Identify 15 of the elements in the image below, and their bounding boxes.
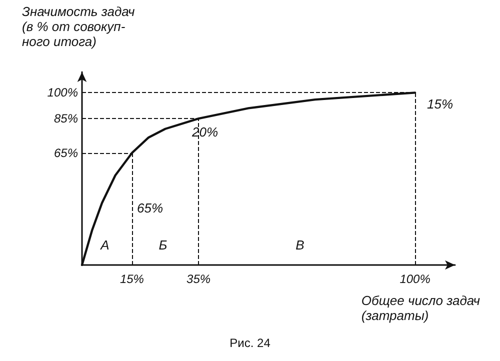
x-tick-label: 100%: [400, 272, 431, 286]
annotation: В: [296, 238, 305, 252]
annotation: Б: [158, 238, 168, 252]
y-tick-label: 85%: [54, 112, 78, 126]
x-axis-title: Общее число задач (затраты): [361, 293, 480, 323]
y-tick-label: 100%: [47, 86, 78, 100]
text: Рис. 24: [230, 336, 271, 350]
annotation: 65%: [136, 200, 164, 216]
y-axis-title: Значимость задач (в % от совокуп- ного итога): [22, 4, 136, 49]
annotation: 15%: [426, 96, 454, 112]
y-tick-label: 65%: [54, 146, 78, 160]
x-tick-label: 35%: [186, 272, 211, 286]
annotation: А: [100, 238, 110, 252]
x-tick-label: 15%: [120, 272, 144, 286]
annotation: 20%: [190, 124, 218, 140]
